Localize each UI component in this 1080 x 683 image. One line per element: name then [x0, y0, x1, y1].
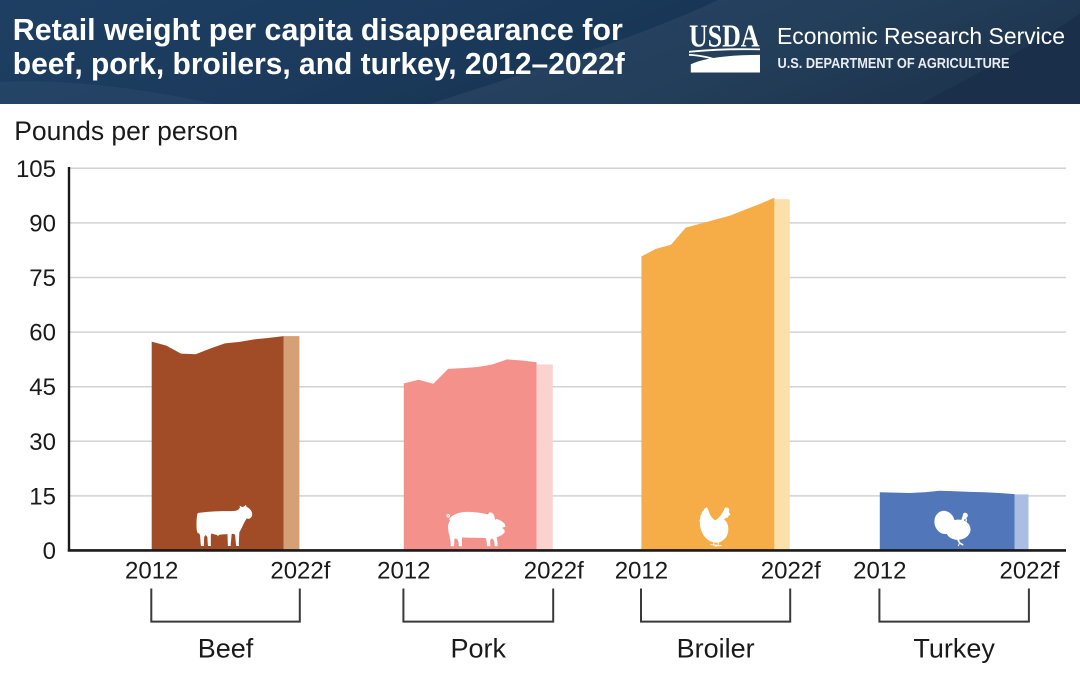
svg-text:2012: 2012 — [377, 558, 430, 585]
svg-text:Pork: Pork — [451, 634, 507, 664]
svg-text:0: 0 — [43, 538, 56, 565]
svg-text:USDA: USDA — [689, 18, 760, 54]
svg-text:Beef: Beef — [198, 634, 254, 664]
svg-text:Broiler: Broiler — [677, 634, 755, 664]
svg-text:2012: 2012 — [125, 558, 178, 585]
svg-text:2012: 2012 — [615, 558, 668, 585]
svg-text:U.S. DEPARTMENT OF AGRICULTURE: U.S. DEPARTMENT OF AGRICULTURE — [778, 55, 1010, 72]
svg-text:60: 60 — [29, 320, 56, 347]
svg-text:2022f: 2022f — [761, 558, 821, 585]
svg-text:2022f: 2022f — [524, 558, 584, 585]
svg-text:2012: 2012 — [853, 558, 906, 585]
svg-text:30: 30 — [29, 429, 56, 456]
svg-text:beef, pork, broilers, and turk: beef, pork, broilers, and turkey, 2012–2… — [13, 47, 626, 81]
svg-text:2022f: 2022f — [999, 558, 1059, 585]
svg-text:90: 90 — [29, 210, 56, 237]
svg-text:Pounds per person: Pounds per person — [14, 116, 238, 146]
svg-text:Economic Research Service: Economic Research Service — [777, 23, 1065, 49]
svg-text:15: 15 — [29, 483, 56, 510]
svg-text:Turkey: Turkey — [913, 634, 995, 664]
svg-text:105: 105 — [16, 156, 56, 183]
svg-text:45: 45 — [29, 374, 56, 401]
svg-text:Retail weight per capita disap: Retail weight per capita disappearance f… — [13, 13, 623, 47]
svg-text:75: 75 — [29, 265, 56, 292]
svg-text:2022f: 2022f — [270, 558, 330, 585]
